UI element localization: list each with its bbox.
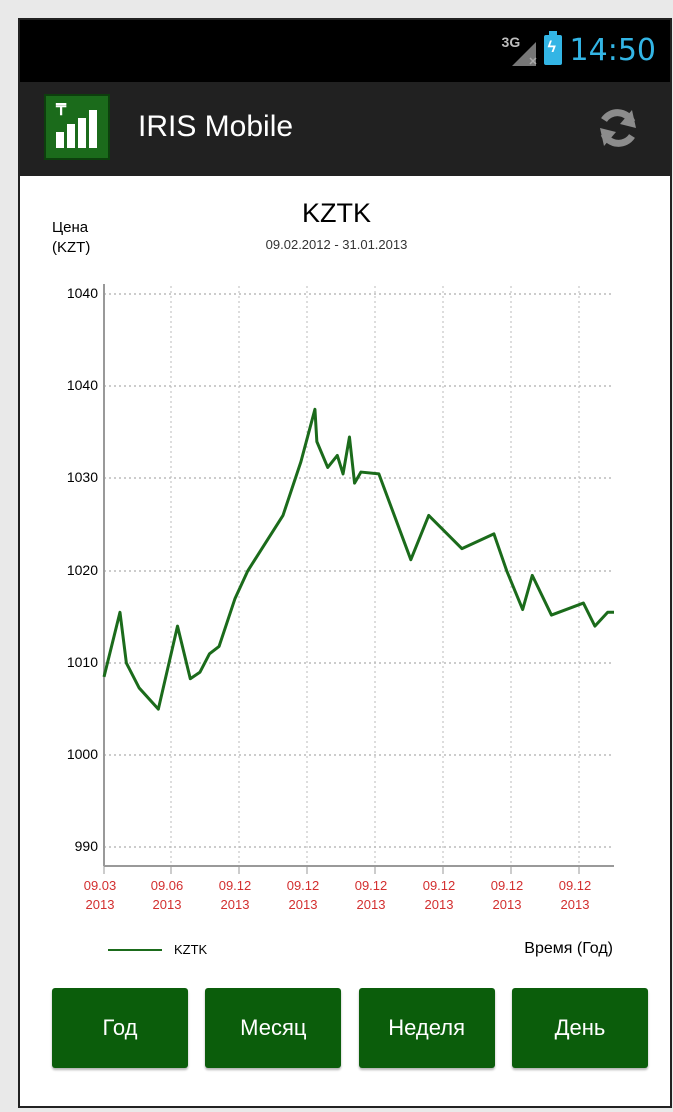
x-tick-label: 2013 bbox=[221, 897, 250, 912]
y-tick-label: 1010 bbox=[67, 654, 98, 670]
app-logo-icon[interactable]: ₸ bbox=[44, 94, 110, 160]
chart-subtitle: 09.02.2012 - 31.01.2013 bbox=[265, 237, 408, 252]
x-tick-label: 2013 bbox=[86, 897, 115, 912]
y-tick-label: 990 bbox=[75, 838, 99, 854]
x-tick-label: 09.06 bbox=[151, 878, 184, 893]
chart-title: KZTK bbox=[301, 198, 371, 228]
status-icons: 3G ✕ ϟ 14:50 bbox=[502, 30, 656, 70]
legend-swatch bbox=[108, 948, 162, 951]
y-axis-label-line1: Цена bbox=[52, 219, 89, 236]
x-tick-label: 09.12 bbox=[219, 878, 252, 893]
status-bar: 3G ✕ ϟ 14:50 bbox=[20, 20, 670, 82]
y-axis-label: Цена (KZT) bbox=[52, 218, 90, 258]
x-tick-label: 2013 bbox=[493, 897, 522, 912]
x-tick-label: 09.12 bbox=[423, 878, 456, 893]
no-signal-icon: ✕ bbox=[528, 56, 538, 68]
x-tick-label: 2013 bbox=[561, 897, 590, 912]
y-tick-label: 1020 bbox=[67, 562, 98, 578]
action-bar: ₸ IRIS Mobile bbox=[20, 82, 670, 176]
refresh-icon[interactable] bbox=[592, 102, 644, 154]
signal-icon bbox=[511, 42, 536, 66]
x-axis-label: Время (Год) bbox=[524, 940, 613, 957]
y-tick-label: 1040 bbox=[67, 285, 98, 301]
y-tick-label: 1030 bbox=[67, 469, 98, 485]
x-tick-label: 09.12 bbox=[355, 878, 388, 893]
x-tick-label: 2013 bbox=[289, 897, 318, 912]
legend-label: KZTK bbox=[174, 942, 208, 957]
x-tick-label: 09.12 bbox=[287, 878, 320, 893]
x-tick-label: 2013 bbox=[153, 897, 182, 912]
y-tick-label: 1040 bbox=[67, 377, 98, 393]
year-button[interactable]: Год bbox=[52, 988, 188, 1068]
logo-letter: ₸ bbox=[56, 102, 67, 119]
x-tick-label: 09.12 bbox=[559, 878, 592, 893]
period-buttons: Год Месяц Неделя День bbox=[52, 988, 648, 1068]
status-time: 14:50 bbox=[569, 32, 656, 68]
y-axis-label-line2: (KZT) bbox=[52, 239, 91, 256]
network-icon: 3G ✕ bbox=[502, 34, 538, 68]
app-title: IRIS Mobile bbox=[138, 110, 294, 143]
battery-charging-icon: ϟ bbox=[543, 31, 562, 65]
x-tick-label: 09.12 bbox=[491, 878, 524, 893]
chart-legend: KZTK bbox=[108, 942, 207, 957]
day-button[interactable]: День bbox=[511, 988, 648, 1068]
x-tick-label: 2013 bbox=[425, 897, 454, 912]
week-button[interactable]: Неделя bbox=[358, 988, 495, 1068]
phone-screen: 3G ✕ ϟ 14:50 ₸ IRIS Mobile bbox=[18, 18, 672, 1108]
x-tick-label: 09.03 bbox=[84, 878, 117, 893]
x-tick-label: 2013 bbox=[357, 897, 386, 912]
y-tick-label: 1000 bbox=[67, 746, 98, 762]
month-button[interactable]: Месяц bbox=[205, 988, 342, 1068]
series-line-kztk bbox=[102, 407, 614, 711]
